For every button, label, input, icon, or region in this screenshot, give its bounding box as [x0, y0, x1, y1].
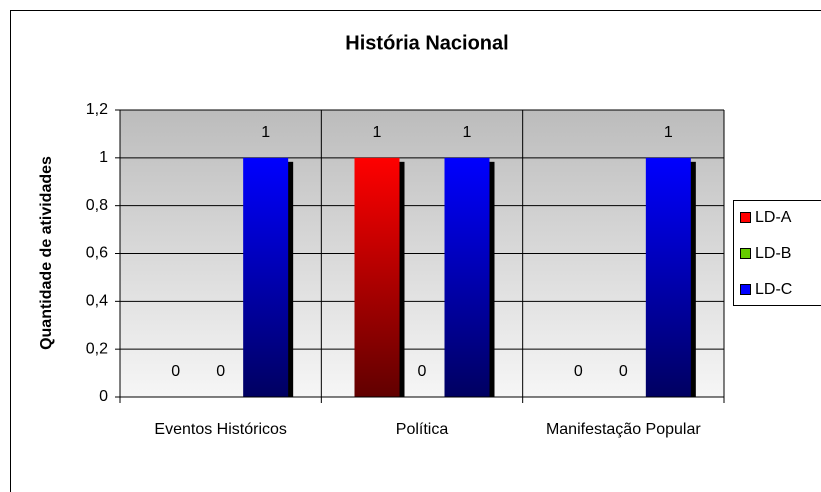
x-tick-label: Eventos Históricos — [154, 421, 287, 438]
value-label: 1 — [373, 124, 382, 141]
y-tick-label: 0,2 — [86, 340, 108, 357]
y-tick-label: 0,8 — [86, 197, 108, 214]
value-label: 0 — [619, 363, 628, 380]
bar — [354, 157, 400, 397]
x-tick-label: Política — [396, 421, 449, 438]
legend-label: LD-A — [755, 209, 792, 226]
chart-title: História Nacional — [345, 32, 508, 54]
bar — [243, 157, 289, 397]
bar — [645, 157, 691, 397]
y-tick-label: 1 — [99, 149, 108, 166]
value-label: 0 — [216, 363, 225, 380]
legend-marker — [740, 212, 751, 223]
y-tick-label: 1,2 — [86, 101, 108, 118]
bar — [444, 157, 490, 397]
legend-label: LD-B — [755, 245, 791, 262]
value-label: 1 — [261, 124, 270, 141]
legend-marker — [740, 284, 751, 295]
legend-marker — [740, 248, 751, 259]
y-tick-label: 0,4 — [86, 293, 108, 310]
value-label: 0 — [418, 363, 427, 380]
value-label: 1 — [664, 124, 673, 141]
value-label: 1 — [463, 124, 472, 141]
value-label: 0 — [171, 363, 180, 380]
value-label: 0 — [574, 363, 583, 380]
y-tick-label: 0,6 — [86, 245, 108, 262]
x-tick-label: Manifestação Popular — [546, 421, 701, 438]
legend-label: LD-C — [755, 281, 792, 298]
y-tick-label: 0 — [99, 388, 108, 405]
y-axis-label: Quantidade de atividades — [38, 156, 55, 350]
